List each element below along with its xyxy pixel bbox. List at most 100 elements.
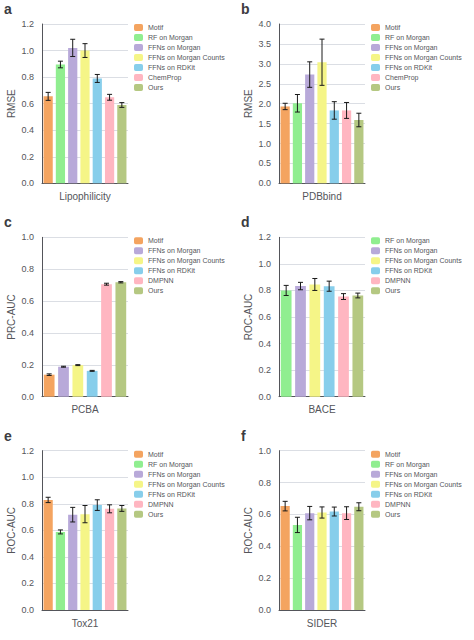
svg-text:FFNs on RDKit: FFNs on RDKit [385,491,432,498]
svg-text:0.6: 0.6 [21,525,34,535]
svg-text:RMSE: RMSE [6,89,17,118]
svg-text:FFNs on Morgan: FFNs on Morgan [385,471,438,479]
svg-text:FFNs on Morgan: FFNs on Morgan [148,44,201,52]
svg-text:DMPNN: DMPNN [148,501,174,508]
svg-text:0.0: 0.0 [21,178,34,188]
svg-text:DMPNN: DMPNN [385,277,411,284]
svg-text:e: e [4,428,12,444]
svg-text:0.8: 0.8 [21,264,34,274]
svg-text:0.0: 0.0 [258,178,271,188]
svg-text:FFNs on Morgan Counts: FFNs on Morgan Counts [148,257,225,265]
svg-text:0.4: 0.4 [258,339,271,349]
svg-text:1.0: 1.0 [258,139,271,149]
svg-text:RF on Morgan: RF on Morgan [385,34,430,42]
svg-text:0.2: 0.2 [21,360,34,370]
svg-text:FFNs on Morgan: FFNs on Morgan [385,247,438,255]
svg-text:2.0: 2.0 [258,99,271,109]
svg-text:Motif: Motif [148,237,163,244]
svg-text:FFNs on Morgan: FFNs on Morgan [385,44,438,52]
svg-text:1.2: 1.2 [21,446,34,456]
svg-text:PRC-AUC: PRC-AUC [6,294,17,340]
svg-text:0.0: 0.0 [21,605,34,615]
svg-text:3.5: 3.5 [258,39,271,49]
svg-text:0.2: 0.2 [21,578,34,588]
svg-text:FFNs on RDKit: FFNs on RDKit [385,267,432,274]
svg-text:0.0: 0.0 [258,605,271,615]
svg-text:0.4: 0.4 [21,328,34,338]
svg-text:Motif: Motif [385,24,400,31]
svg-text:Motif: Motif [385,451,400,458]
svg-text:PCBA: PCBA [71,404,99,415]
svg-text:0.2: 0.2 [21,152,34,162]
svg-text:0.0: 0.0 [258,392,271,402]
svg-text:ROC-AUC: ROC-AUC [6,507,17,554]
svg-text:FFNs on RDKit: FFNs on RDKit [148,64,195,71]
svg-text:1.2: 1.2 [21,19,34,29]
svg-text:0.5: 0.5 [258,158,271,168]
svg-text:4.0: 4.0 [258,19,271,29]
svg-text:2.5: 2.5 [258,79,271,89]
svg-text:Ours: Ours [148,287,164,294]
svg-text:RF on Morgan: RF on Morgan [148,34,193,42]
svg-text:Ours: Ours [385,287,401,294]
svg-text:0.6: 0.6 [21,99,34,109]
svg-text:ChemProp: ChemProp [148,74,182,82]
svg-text:Ours: Ours [385,84,401,91]
svg-text:FFNs on Morgan Counts: FFNs on Morgan Counts [148,481,225,489]
svg-text:RF on Morgan: RF on Morgan [385,461,430,469]
svg-text:FFNs on Morgan Counts: FFNs on Morgan Counts [385,54,462,62]
svg-text:PDBbind: PDBbind [302,191,341,202]
svg-text:c: c [4,214,12,230]
svg-text:1.0: 1.0 [21,232,34,242]
svg-text:BACE: BACE [308,404,336,415]
svg-text:1.0: 1.0 [258,446,271,456]
svg-text:0.0: 0.0 [21,392,34,402]
svg-text:3.0: 3.0 [258,59,271,69]
svg-text:RMSE: RMSE [243,89,254,118]
svg-text:1.5: 1.5 [258,119,271,129]
svg-text:0.4: 0.4 [258,541,271,551]
svg-text:ChemProp: ChemProp [385,74,419,82]
svg-text:f: f [241,428,246,444]
svg-text:DMPNN: DMPNN [148,277,174,284]
svg-text:0.4: 0.4 [21,552,34,562]
svg-text:FFNs on RDKit: FFNs on RDKit [385,64,432,71]
svg-text:FFNs on RDKit: FFNs on RDKit [148,267,195,274]
svg-text:Ours: Ours [148,511,164,518]
svg-text:ROC-AUC: ROC-AUC [243,294,254,341]
svg-text:Lipophilicity: Lipophilicity [59,191,111,202]
svg-text:0.8: 0.8 [258,478,271,488]
svg-text:ROC-AUC: ROC-AUC [243,507,254,554]
svg-text:Motif: Motif [148,24,163,31]
svg-text:a: a [4,1,12,17]
svg-text:Ours: Ours [385,511,401,518]
svg-text:b: b [241,1,250,17]
svg-text:0.2: 0.2 [258,365,271,375]
svg-text:0.2: 0.2 [258,573,271,583]
svg-text:0.8: 0.8 [21,499,34,509]
svg-text:Motif: Motif [148,451,163,458]
svg-text:1.2: 1.2 [258,232,271,242]
svg-text:Ours: Ours [148,84,164,91]
svg-text:FFNs on RDKit: FFNs on RDKit [148,491,195,498]
svg-text:SIDER: SIDER [307,618,338,629]
svg-text:FFNs on Morgan Counts: FFNs on Morgan Counts [385,257,462,265]
svg-text:RF on Morgan: RF on Morgan [148,461,193,469]
svg-text:FFNs on Morgan Counts: FFNs on Morgan Counts [148,54,225,62]
svg-text:DMPNN: DMPNN [385,501,411,508]
svg-text:1.0: 1.0 [21,46,34,56]
svg-text:d: d [241,214,250,230]
svg-text:FFNs on Morgan Counts: FFNs on Morgan Counts [385,481,462,489]
svg-text:1.0: 1.0 [258,259,271,269]
svg-text:0.6: 0.6 [21,296,34,306]
svg-text:FFNs on Morgan: FFNs on Morgan [148,471,201,479]
svg-text:Tox21: Tox21 [72,618,99,629]
svg-text:0.4: 0.4 [21,125,34,135]
svg-text:0.8: 0.8 [21,72,34,82]
svg-text:RF on Morgan: RF on Morgan [385,237,430,245]
svg-text:FFNs on Morgan: FFNs on Morgan [148,247,201,255]
svg-text:0.6: 0.6 [258,509,271,519]
svg-text:0.6: 0.6 [258,312,271,322]
svg-text:1.0: 1.0 [21,472,34,482]
svg-text:0.8: 0.8 [258,285,271,295]
